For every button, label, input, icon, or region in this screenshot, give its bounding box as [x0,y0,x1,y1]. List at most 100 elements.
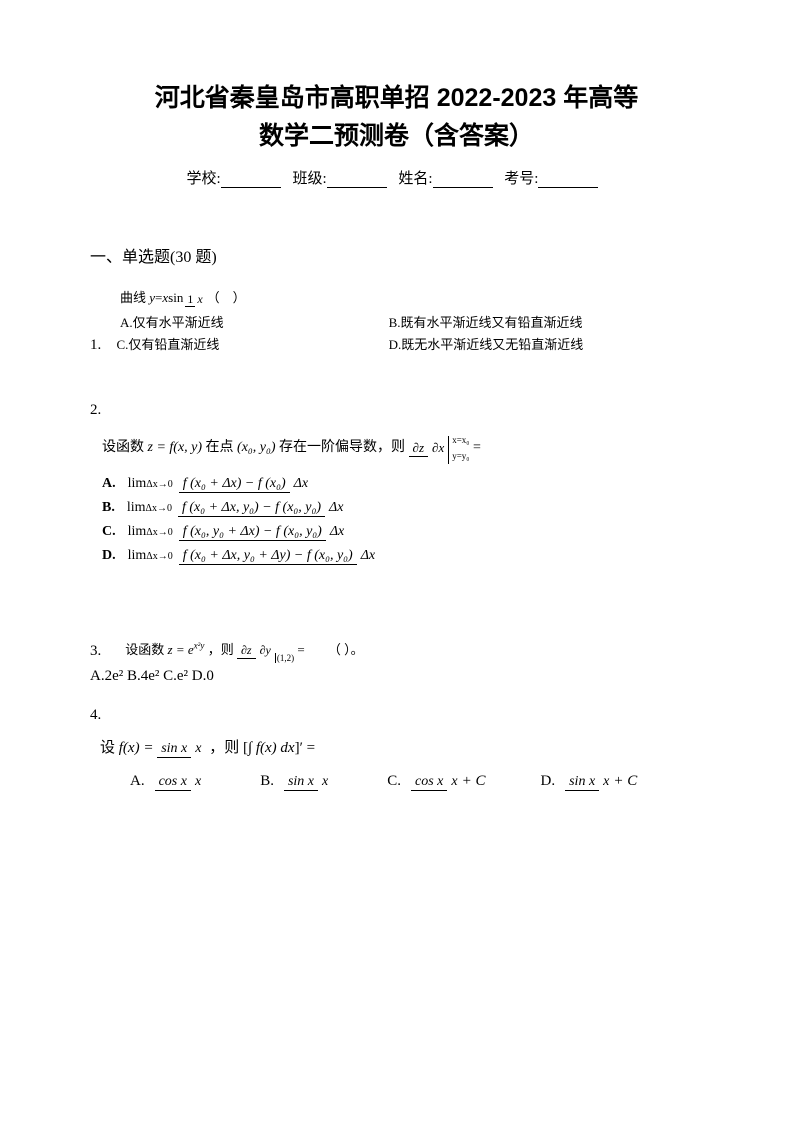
examid-blank[interactable] [538,172,598,188]
q4-c-den: x [447,773,461,789]
q2-point: (x₀, y₀) [237,440,276,455]
q2-stem-prefix: 设函数 [102,440,148,455]
q3-prefix: 设函数 [125,642,167,657]
q2-eval-bot: y=y₀ [452,452,469,462]
q1-row-c: 1. C.仅有铅直渐近线 [90,334,224,354]
question-3: 3. 设函数 z = ex²y ，则 ∂z∂y(1,2) = （ ）。 A.2e… [90,639,703,685]
q4-d-frac: sin xx [565,774,613,790]
q4-f: f(x) = [119,740,157,756]
q1-stem: 曲线 y=xsin1x（ ） [90,287,703,306]
q2-option-b: B. limΔx→0 f (x₀ + Δx, y₀) − f (x₀, y₀)Δ… [90,500,703,516]
q4-d-tail: + C [613,773,637,790]
q2-eval-bar: x=x₀ y=y₀ [448,436,469,464]
q3-stem-line: 3. 设函数 z = ex²y ，则 ∂z∂y(1,2) = （ ）。 [90,639,703,660]
q1-option-b: B.既有水平渐近线又有铅直渐近线 [389,312,584,331]
q4-integral: ∫ f(x) dx [248,740,295,756]
q2-d-lim-sub: Δx→0 [146,551,172,562]
q2-a-frac: f (x₀ + Δx) − f (x₀)Δx [179,476,312,492]
q3-mid: ，则 [204,642,237,657]
q2-c-lim-text: lim [128,524,147,539]
q4-option-a: A. cos xx [130,773,205,790]
q4-a-label: A. [130,773,145,790]
q4-b-frac: sin xx [284,774,332,790]
q3-eval: (1,2) [275,653,294,663]
title-line-2: 数学二预测卷（含答案） [90,118,703,156]
q1-sin: sin [168,290,183,305]
name-blank[interactable] [433,172,493,188]
q2-b-lim-sub: Δx→0 [146,503,172,514]
q2-b-label: B. [102,500,115,516]
q2-option-c: C. limΔx→0 f (x₀, y₀ + Δx) − f (x₀, y₀)Δ… [90,524,703,540]
q2-z: z = f(x, y) [148,440,203,455]
q2-c-lim-sub: Δx→0 [146,527,172,538]
q2-c-frac: f (x₀, y₀ + Δx) − f (x₀, y₀)Δx [179,524,349,540]
q1-number: 1. [90,337,101,354]
q4-a-num: cos x [155,774,191,791]
q2-a-lim-sub: Δx→0 [146,479,172,490]
question-2: 2. 设函数 z = f(x, y) 在点 (x₀, y₀) 存在一阶偏导数，则… [90,402,703,564]
q1-option-d: D.既无水平渐近线又无铅直渐近线 [389,334,584,353]
q2-d-frac: f (x₀ + Δx, y₀ + Δy) − f (x₀, y₀)Δx [179,548,379,564]
q2-a-label: A. [102,476,116,492]
q2-c-den: Δx [326,523,348,539]
q1-frac-num: 1 [185,292,195,307]
q2-b-frac: f (x₀ + Δx, y₀) − f (x₀, y₀)Δx [178,500,348,516]
q4-d-label: D. [541,773,556,790]
q2-eq: = [469,440,480,455]
q4-suffix: ]′ = [295,740,316,756]
q2-partial-den: ∂x [428,439,448,455]
question-4: 4. 设 f(x) = sin xx ，则 [∫ f(x) dx]′ = A. … [90,707,703,790]
q1-stem-suffix: （ ） [207,290,246,305]
q4-f-frac: sin xx [157,741,205,757]
q2-d-lim: limΔx→0 [128,548,173,564]
q1-options-right: B.既有水平渐近线又有铅直渐近线 D.既无水平渐近线又无铅直渐近线 [224,312,584,357]
q2-b-num: f (x₀ + Δx, y₀) − f (x₀, y₀) [178,500,325,517]
q1-option-c: C.仅有铅直渐近线 [105,337,220,352]
q1-frac-den: x [195,292,204,306]
q2-mid: 在点 [202,440,237,455]
q4-d-den: x [599,773,613,789]
q2-partial-num: ∂z [409,440,428,457]
q2-c-lim: limΔx→0 [128,524,173,540]
q4-b-num: sin x [284,774,318,791]
q2-b-lim-text: lim [127,500,146,515]
class-label: 班级: [292,171,326,187]
q3-stem: 设函数 z = ex²y ，则 ∂z∂y(1,2) = （ ）。 [105,639,363,660]
q2-a-lim-text: lim [128,476,147,491]
q3-partial: ∂z∂y [237,644,275,658]
q3-exp: x²y [194,641,205,651]
title-line-1: 河北省秦皇岛市高职单招 2022-2023 年高等 [90,80,703,118]
q2-d-lim-text: lim [128,548,147,563]
q4-b-den: x [318,773,332,789]
q2-partial: ∂z∂x [409,441,449,456]
q2-stem: 设函数 z = f(x, y) 在点 (x₀, y₀) 存在一阶偏导数，则 ∂z… [90,434,703,462]
q2-suffix: 存在一阶偏导数，则 [276,440,409,455]
section-header: 一、单选题(30 题) [90,243,703,267]
q2-a-den: Δx [290,475,312,491]
q4-c-num: cos x [411,774,447,791]
q4-c-tail: + C [462,773,486,790]
q2-c-num: f (x₀, y₀ + Δx) − f (x₀, y₀) [179,524,326,541]
q3-suffix: （ ）。 [308,642,364,657]
q4-f-den: x [191,740,205,756]
exam-title: 河北省秦皇岛市高职单招 2022-2023 年高等 数学二预测卷（含答案） [90,80,703,155]
school-blank[interactable] [221,172,281,188]
q2-a-lim: limΔx→0 [128,476,173,492]
q3-partial-num: ∂z [237,643,256,659]
q3-options: A.2e² B.4e² C.e² D.0 [90,668,703,685]
q3-number: 3. [90,643,101,660]
class-blank[interactable] [327,172,387,188]
q2-c-label: C. [102,524,116,540]
q4-c-frac: cos xx [411,774,462,790]
q4-option-d: D. sin xx + C [541,773,638,790]
q2-b-lim: limΔx→0 [127,500,172,516]
student-info-line: 学校: 班级: 姓名: 考号: [90,167,703,188]
q2-d-den: Δx [357,547,379,563]
q3-partial-den: ∂y [256,642,275,657]
q4-c-label: C. [387,773,401,790]
q4-f-num: sin x [157,741,191,758]
q1-options-left: A.仅有水平渐近线 1. C.仅有铅直渐近线 [90,312,224,357]
q1-options: A.仅有水平渐近线 1. C.仅有铅直渐近线 B.既有水平渐近线又有铅直渐近线 … [90,312,703,357]
q2-eval-top: x=x₀ [452,436,469,446]
q2-option-a: A. limΔx→0 f (x₀ + Δx) − f (x₀)Δx [90,476,703,492]
